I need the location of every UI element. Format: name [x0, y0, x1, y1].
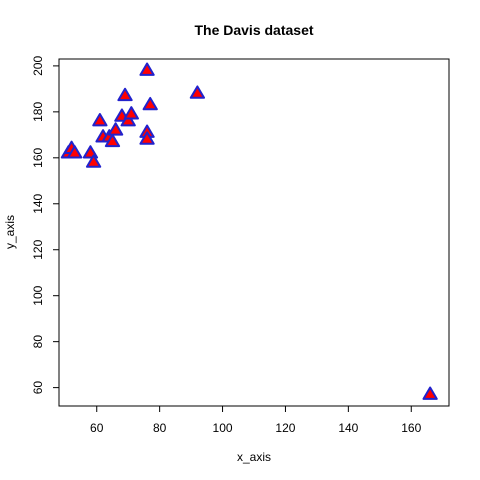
x-tick-label: 120	[275, 421, 295, 435]
x-axis-label: x_axis	[237, 450, 271, 464]
y-tick-label: 140	[31, 193, 45, 213]
x-axis: 60 80 100 120 140 160	[90, 406, 422, 435]
y-tick-label: 80	[31, 335, 45, 349]
x-tick-label: 60	[90, 421, 104, 435]
data-point	[120, 113, 136, 127]
y-axis: 60 80 100 120 140 160 180 200	[31, 56, 59, 395]
data-point	[139, 131, 155, 145]
data-point	[92, 113, 108, 127]
data-point	[67, 145, 83, 159]
x-tick-label: 100	[213, 421, 233, 435]
data-point	[82, 145, 99, 159]
y-tick-label: 120	[31, 239, 45, 259]
data-point	[85, 154, 102, 168]
x-tick-label: 160	[401, 421, 421, 435]
data-point	[117, 87, 133, 102]
data-point	[107, 122, 124, 136]
y-tick-label: 60	[31, 381, 45, 395]
x-tick-label: 80	[153, 421, 167, 435]
chart-title: The Davis dataset	[194, 22, 313, 38]
plot-frame	[58, 58, 450, 407]
data-point	[142, 96, 158, 111]
x-tick-label: 140	[338, 421, 358, 435]
data-points	[60, 62, 438, 400]
data-point	[139, 62, 155, 76]
y-tick-label: 100	[31, 285, 45, 305]
data-point	[104, 133, 121, 148]
data-point	[189, 85, 206, 99]
data-point	[123, 106, 139, 120]
y-tick-label: 180	[31, 102, 45, 122]
y-tick-label: 160	[31, 147, 45, 167]
y-axis-label: y_axis	[3, 215, 17, 249]
y-tick-label: 200	[31, 56, 45, 76]
data-point	[422, 386, 438, 400]
